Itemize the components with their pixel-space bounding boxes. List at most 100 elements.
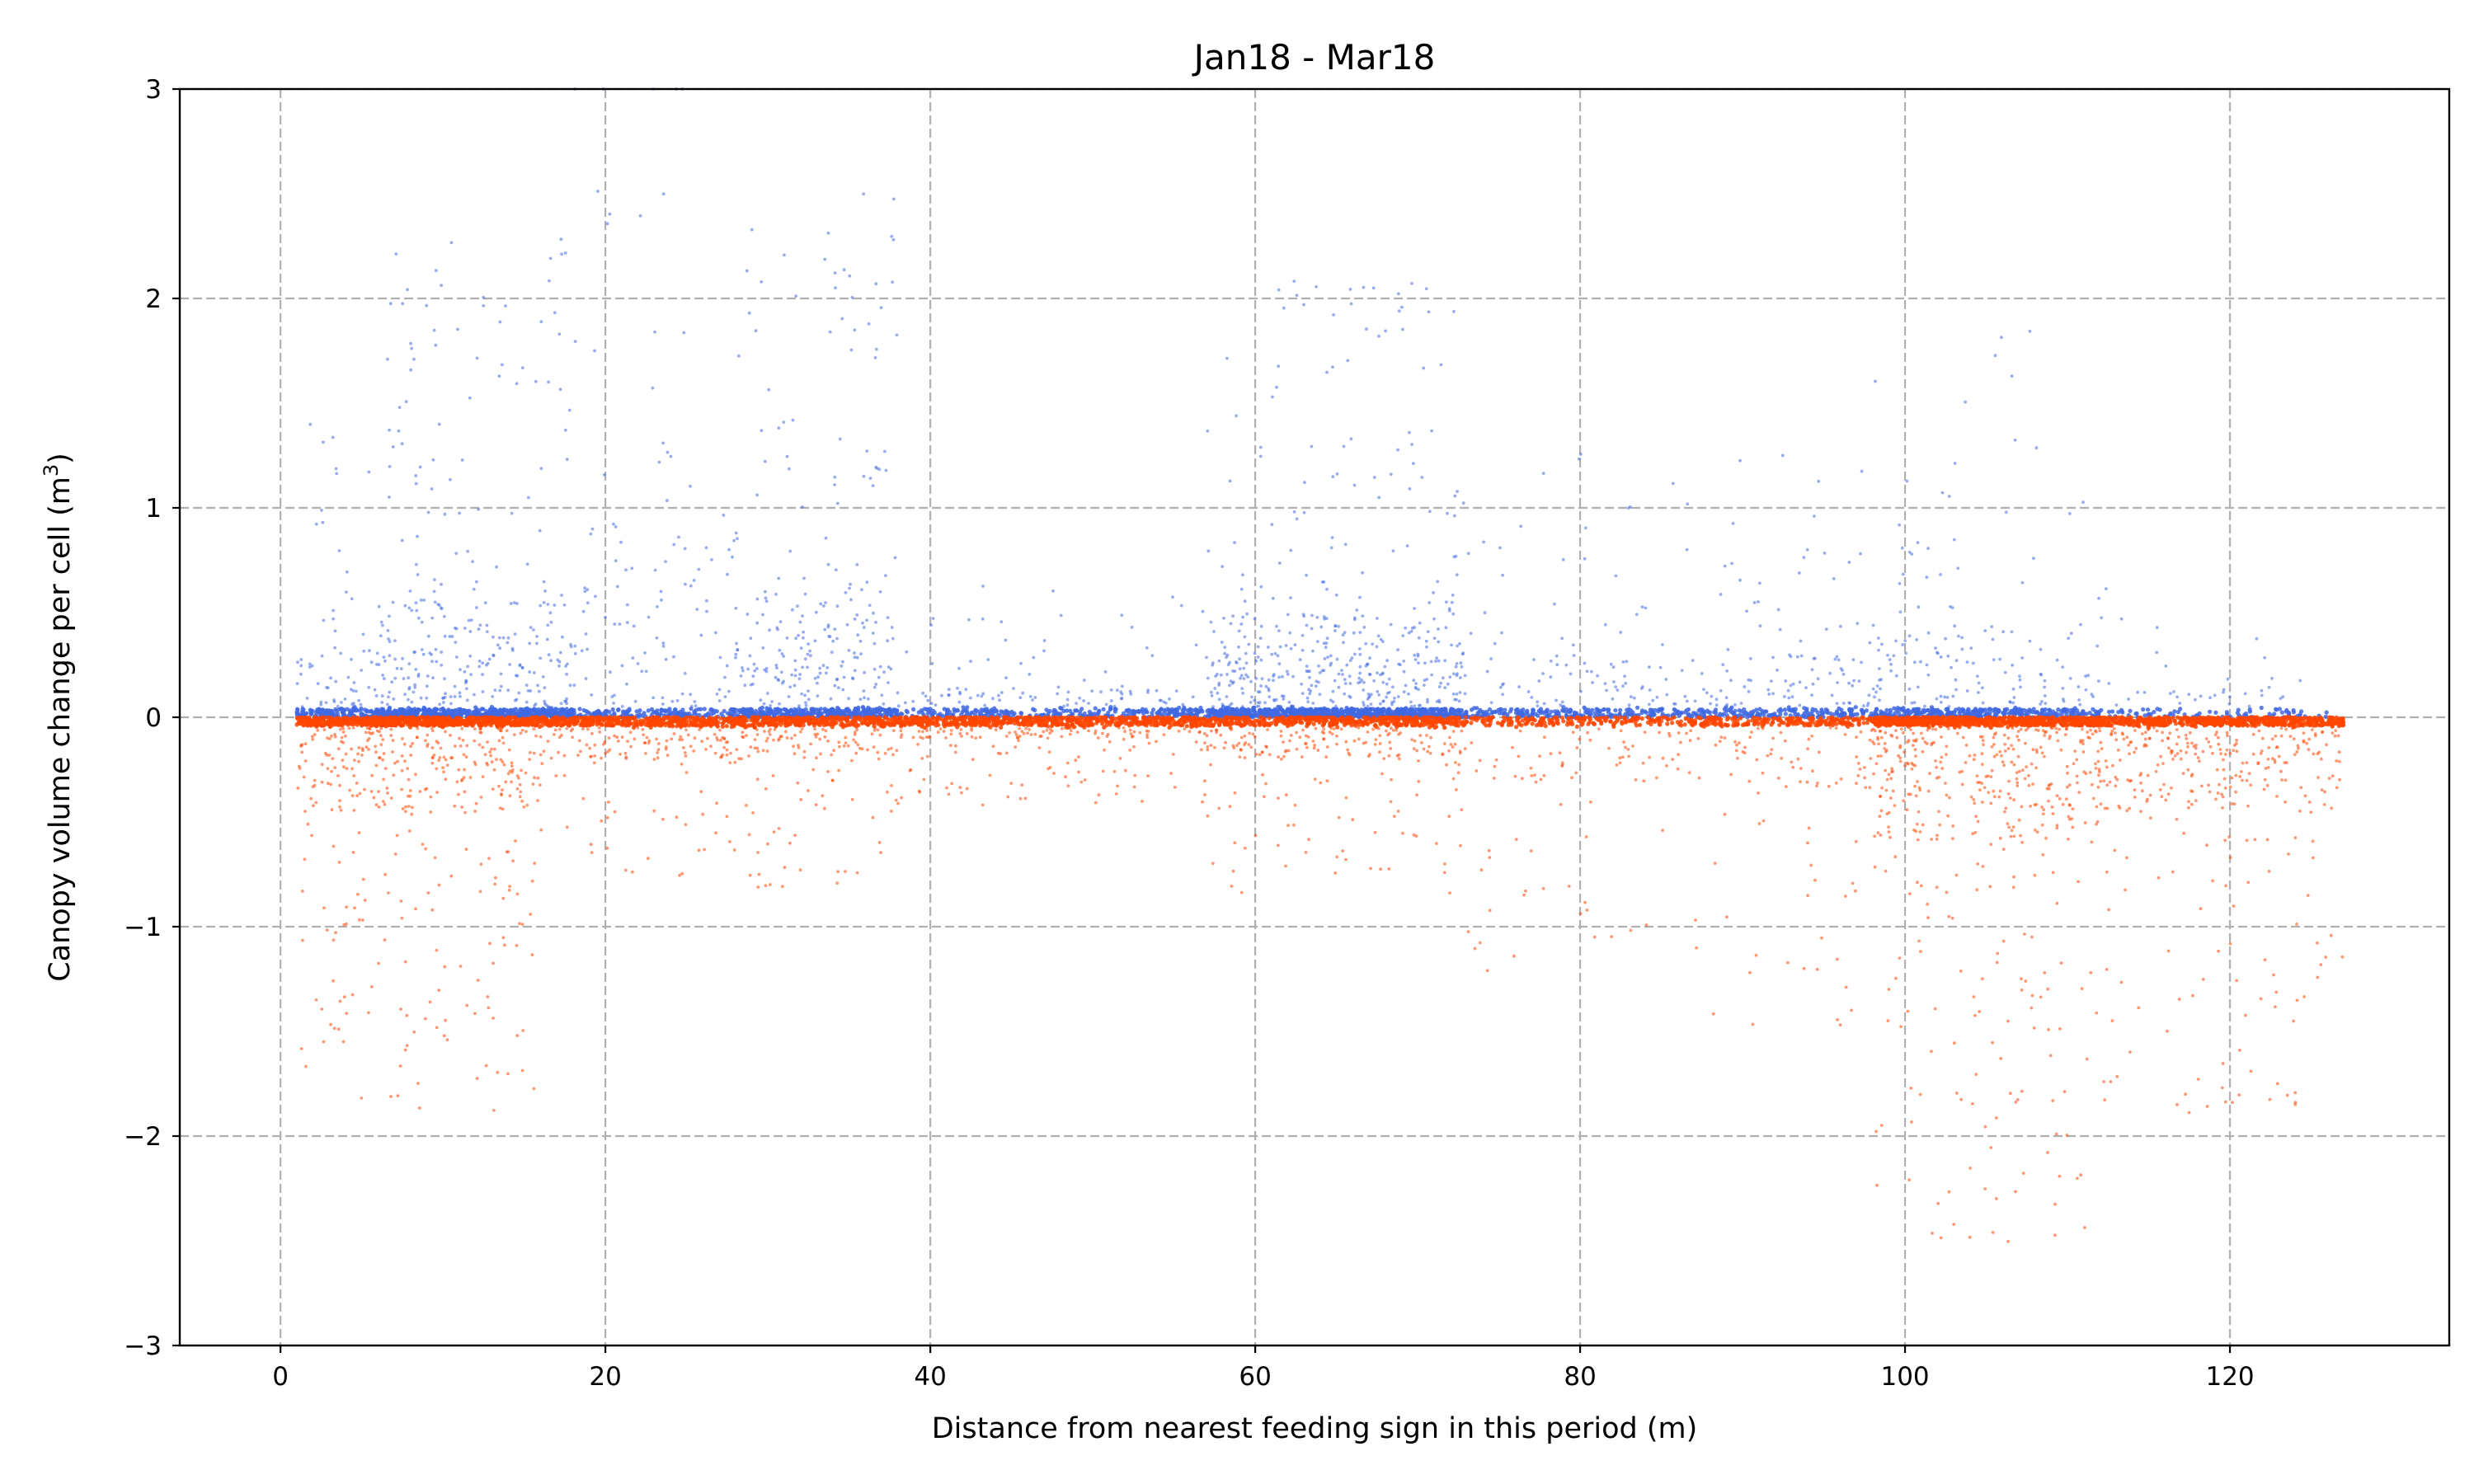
scatter-point <box>1174 689 1178 693</box>
scatter-point <box>801 665 804 669</box>
scatter-point <box>485 663 488 667</box>
scatter-point <box>583 586 587 589</box>
scatter-point <box>1042 649 1046 653</box>
scatter-point <box>608 212 612 216</box>
scatter-point <box>1778 627 1782 632</box>
scatter-point <box>393 639 397 642</box>
scatter-point <box>1369 702 1373 706</box>
scatter-point <box>960 710 965 715</box>
scatter-point <box>878 590 882 594</box>
scatter-point <box>666 450 670 454</box>
scatter-point <box>1249 679 1253 683</box>
scatter-point <box>732 538 736 542</box>
scatter-point <box>508 663 512 666</box>
scatter-point <box>1707 710 1713 715</box>
scatter-point <box>1585 669 1589 674</box>
scatter-point <box>762 702 766 706</box>
scatter-point <box>838 437 842 441</box>
scatter-point <box>689 707 694 711</box>
scatter-point <box>661 641 666 645</box>
scatter-point <box>828 330 832 334</box>
scatter-point <box>1587 710 1592 715</box>
scatter-point <box>1223 651 1226 655</box>
scatter-point <box>389 710 394 715</box>
scatter-point <box>659 589 663 594</box>
scatter-point <box>554 707 559 711</box>
scatter-point <box>1276 654 1280 658</box>
scatter-point <box>1277 629 1281 632</box>
scatter-point <box>1435 656 1438 660</box>
scatter-point <box>1455 697 1458 702</box>
scatter-point <box>689 584 693 588</box>
scatter-point <box>877 675 881 679</box>
scatter-point <box>473 739 477 743</box>
scatter-point <box>1621 660 1625 664</box>
scatter-point <box>1776 668 1779 672</box>
scatter-point <box>1912 707 1917 711</box>
scatter-point <box>491 695 495 698</box>
scatter-point <box>1112 709 1117 714</box>
scatter-point <box>1990 625 1994 628</box>
scatter-point <box>1308 675 1311 679</box>
scatter-point <box>748 654 752 658</box>
scatter-point <box>1012 687 1015 690</box>
scatter-point <box>625 708 630 713</box>
scatter-point <box>1239 622 1244 626</box>
scatter-point <box>1517 685 1522 688</box>
scatter-point <box>1860 469 1864 473</box>
scatter-point <box>1443 707 1448 711</box>
scatter-point <box>1526 690 1531 693</box>
scatter-point <box>1159 707 1164 712</box>
scatter-point <box>973 707 978 712</box>
scatter-point <box>1724 696 1729 700</box>
scatter-point <box>1292 510 1296 514</box>
scatter-point <box>1352 483 1357 487</box>
scatter-point <box>1343 542 1348 547</box>
scatter-point <box>443 677 446 681</box>
scatter-point <box>794 294 798 298</box>
scatter-point <box>1103 670 1108 674</box>
scatter-point <box>541 675 545 679</box>
scatter-point <box>2009 701 2012 704</box>
scatter-point <box>1272 673 1276 677</box>
scatter-point <box>483 753 487 757</box>
scatter-point <box>542 601 546 604</box>
scatter-point <box>777 426 781 430</box>
scatter-point <box>1377 334 1380 338</box>
scatter-point <box>1333 624 1338 628</box>
scatter-point <box>801 614 804 618</box>
scatter-point <box>442 614 446 618</box>
scatter-point <box>1177 705 1182 711</box>
scatter-point <box>794 636 797 641</box>
scatter-point <box>1206 549 1211 553</box>
scatter-point <box>1447 608 1451 613</box>
scatter-point <box>713 631 717 635</box>
scatter-point <box>1904 651 1908 655</box>
scatter-point <box>2081 500 2085 505</box>
scatter-point <box>1910 552 1914 556</box>
scatter-point <box>1498 707 1504 712</box>
scatter-point <box>1358 653 1362 656</box>
scatter-point <box>388 495 391 499</box>
scatter-point <box>1033 696 1037 699</box>
scatter-point <box>1262 708 1267 713</box>
scatter-point <box>1456 644 1459 648</box>
scatter-point <box>2075 708 2080 713</box>
scatter-point <box>1926 673 1931 677</box>
scatter-point <box>404 805 407 809</box>
scatter-point <box>498 320 502 324</box>
scatter-point <box>459 694 462 698</box>
scatter-point <box>416 573 420 576</box>
scatter-point <box>2043 694 2047 697</box>
scatter-point <box>931 617 935 620</box>
scatter-point <box>1797 571 1801 575</box>
scatter-point <box>1767 693 1771 696</box>
scatter-point <box>848 586 851 590</box>
scatter-point <box>393 676 397 680</box>
scatter-point <box>1379 710 1384 716</box>
scatter-point <box>1452 672 1456 676</box>
scatter-point <box>737 354 741 358</box>
scatter-point <box>1391 549 1395 553</box>
scatter-point <box>855 707 860 711</box>
scatter-point <box>868 477 872 480</box>
